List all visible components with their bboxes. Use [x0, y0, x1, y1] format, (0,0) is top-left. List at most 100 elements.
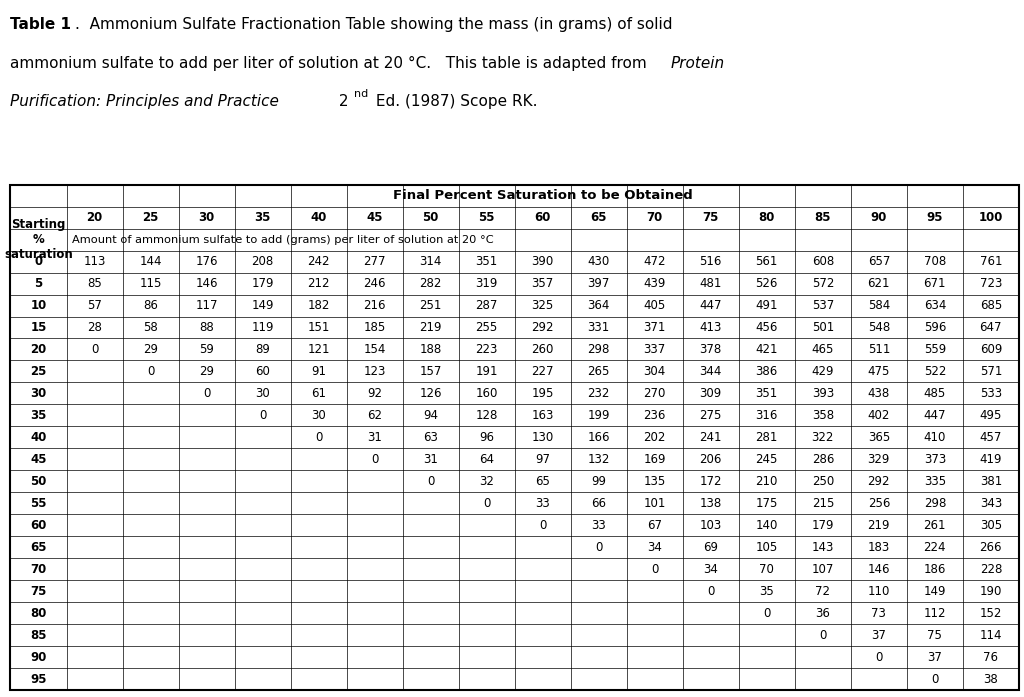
Text: 80: 80	[31, 606, 46, 620]
Text: 76: 76	[983, 650, 998, 664]
Text: 75: 75	[702, 211, 719, 224]
Text: 548: 548	[867, 321, 890, 334]
Text: 572: 572	[812, 277, 834, 290]
Text: 166: 166	[588, 431, 610, 444]
Text: .  Ammonium Sulfate Fractionation Table showing the mass (in grams) of solid: . Ammonium Sulfate Fractionation Table s…	[75, 17, 672, 33]
Text: 685: 685	[980, 299, 1002, 312]
Text: 216: 216	[364, 299, 386, 312]
Text: 357: 357	[531, 277, 554, 290]
Text: 31: 31	[423, 453, 438, 466]
Text: 91: 91	[311, 365, 327, 378]
Text: 0: 0	[876, 650, 883, 664]
Text: 447: 447	[924, 409, 946, 422]
Text: 319: 319	[475, 277, 498, 290]
Text: 33: 33	[592, 519, 606, 532]
Text: 29: 29	[199, 365, 214, 378]
Text: 34: 34	[647, 541, 663, 553]
Text: 185: 185	[364, 321, 386, 334]
Text: 32: 32	[479, 475, 495, 488]
Text: 0: 0	[708, 585, 715, 597]
Text: 58: 58	[143, 321, 158, 334]
Text: 151: 151	[307, 321, 330, 334]
Text: 30: 30	[311, 409, 326, 422]
Text: 66: 66	[591, 497, 606, 510]
Text: 146: 146	[867, 562, 890, 576]
Text: 5: 5	[34, 277, 43, 290]
Text: 429: 429	[812, 365, 835, 378]
Text: 325: 325	[531, 299, 554, 312]
Text: 495: 495	[980, 409, 1002, 422]
Text: 246: 246	[364, 277, 386, 290]
Text: 584: 584	[867, 299, 890, 312]
Text: 475: 475	[867, 365, 890, 378]
Text: 126: 126	[420, 387, 442, 400]
Text: 97: 97	[536, 453, 550, 466]
Text: 228: 228	[980, 562, 1002, 576]
Text: 282: 282	[420, 277, 442, 290]
Text: 31: 31	[368, 431, 382, 444]
Text: 202: 202	[643, 431, 666, 444]
Text: 113: 113	[83, 255, 105, 268]
Text: 491: 491	[756, 299, 778, 312]
Text: 723: 723	[980, 277, 1002, 290]
Text: 250: 250	[812, 475, 834, 488]
Text: 337: 337	[644, 343, 666, 356]
Text: 266: 266	[980, 541, 1002, 553]
Text: 386: 386	[756, 365, 778, 378]
Text: 0: 0	[371, 453, 378, 466]
Text: 96: 96	[479, 431, 495, 444]
Text: 60: 60	[535, 211, 551, 224]
Text: 101: 101	[643, 497, 666, 510]
Text: Final Percent Saturation to be Obtained: Final Percent Saturation to be Obtained	[393, 189, 692, 202]
Text: 37: 37	[928, 650, 942, 664]
Text: 128: 128	[475, 409, 498, 422]
Text: 286: 286	[812, 453, 834, 466]
Text: 75: 75	[928, 629, 942, 642]
Text: 472: 472	[643, 255, 666, 268]
Text: 69: 69	[703, 541, 718, 553]
Text: 224: 224	[924, 541, 946, 553]
Text: 182: 182	[307, 299, 330, 312]
Text: 657: 657	[867, 255, 890, 268]
Text: 20: 20	[86, 211, 102, 224]
Text: 85: 85	[87, 277, 102, 290]
Text: 95: 95	[30, 673, 47, 686]
Text: 144: 144	[139, 255, 162, 268]
Text: 596: 596	[924, 321, 946, 334]
Text: 65: 65	[30, 541, 47, 553]
Text: 50: 50	[31, 475, 46, 488]
Text: 30: 30	[199, 211, 215, 224]
Text: 292: 292	[867, 475, 890, 488]
Text: 227: 227	[531, 365, 554, 378]
Text: 309: 309	[699, 387, 722, 400]
Text: 146: 146	[196, 277, 218, 290]
Text: 179: 179	[251, 277, 273, 290]
Text: 175: 175	[756, 497, 778, 510]
Text: 89: 89	[255, 343, 270, 356]
Text: 140: 140	[756, 519, 778, 532]
Text: 465: 465	[812, 343, 834, 356]
Text: 397: 397	[588, 277, 610, 290]
Text: 88: 88	[200, 321, 214, 334]
Text: 55: 55	[478, 211, 495, 224]
Text: 38: 38	[983, 673, 998, 686]
Text: 0: 0	[427, 475, 434, 488]
Text: 103: 103	[699, 519, 722, 532]
Text: 95: 95	[927, 211, 943, 224]
Text: 152: 152	[980, 606, 1002, 620]
Text: 381: 381	[980, 475, 1002, 488]
Text: 634: 634	[924, 299, 946, 312]
Text: 314: 314	[420, 255, 442, 268]
Text: 90: 90	[870, 211, 887, 224]
Text: 35: 35	[760, 585, 774, 597]
Text: 45: 45	[367, 211, 383, 224]
Text: 255: 255	[475, 321, 498, 334]
Text: 57: 57	[87, 299, 102, 312]
Text: Amount of ammonium sulfate to add (grams) per liter of solution at 20 °C: Amount of ammonium sulfate to add (grams…	[72, 235, 494, 245]
Text: 190: 190	[980, 585, 1002, 597]
Text: 62: 62	[368, 409, 382, 422]
Text: 60: 60	[31, 519, 46, 532]
Text: 561: 561	[756, 255, 778, 268]
Text: 708: 708	[924, 255, 946, 268]
Text: 28: 28	[87, 321, 102, 334]
